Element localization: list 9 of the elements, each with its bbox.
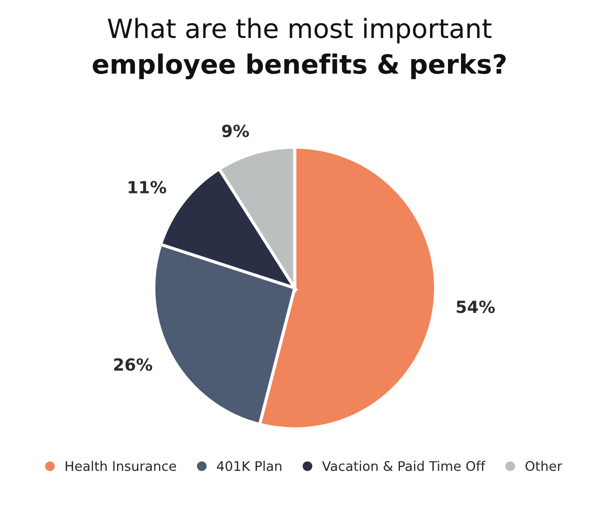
legend-label: Health Insurance bbox=[66, 460, 176, 472]
legend-label: 401K Plan bbox=[216, 460, 282, 472]
data-label: 26% bbox=[114, 358, 152, 371]
data-label: 9% bbox=[222, 124, 249, 138]
legend-label: Other bbox=[526, 460, 562, 472]
chart-title: What are the most important employee benefits & perks? bbox=[92, 18, 506, 80]
data-label: 54% bbox=[456, 300, 495, 314]
legend-label: Vacation & Paid Time Off bbox=[322, 460, 486, 472]
data-label: 11% bbox=[128, 180, 166, 194]
